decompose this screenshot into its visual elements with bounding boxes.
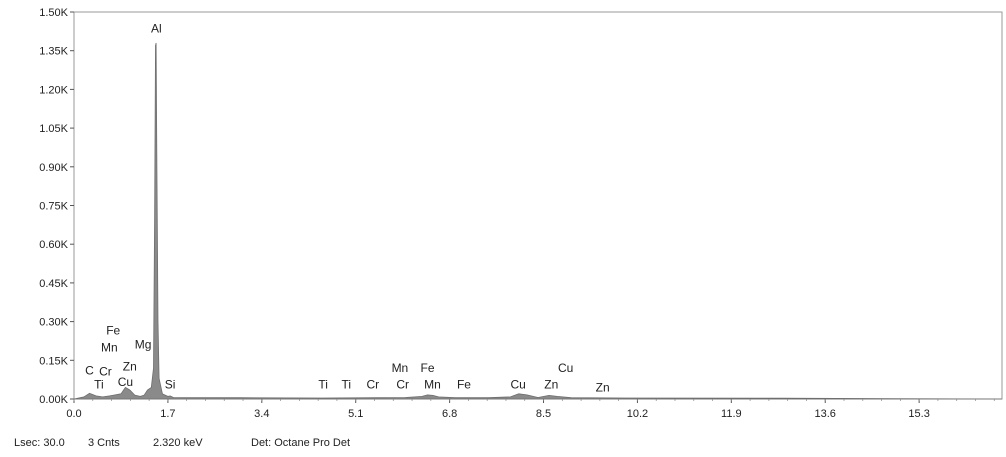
x-tick-label: 1.7 <box>160 408 175 420</box>
peak-label-cu: Cu <box>118 375 133 389</box>
peak-label-fe: Fe <box>106 324 120 338</box>
energy-readout: 2.320 keV <box>153 437 251 453</box>
peak-label-cr: Cr <box>396 378 409 392</box>
peak-label-cr: Cr <box>99 364 112 378</box>
peak-label-zn: Zn <box>596 380 610 394</box>
peak-label-al: Al <box>151 22 162 36</box>
x-tick-label: 13.6 <box>815 408 836 420</box>
y-tick-label: 0.90K <box>39 162 68 174</box>
y-tick-label: 0.30K <box>39 317 68 329</box>
y-tick-label: 0.75K <box>39 201 68 213</box>
peak-label-cr: Cr <box>367 378 380 392</box>
peak-label-cu: Cu <box>510 378 525 392</box>
peak-label-zn: Zn <box>123 360 137 374</box>
live-seconds-readout: Lsec: 30.0 <box>14 437 88 453</box>
peak-label-mn: Mn <box>424 378 441 392</box>
peak-label-mg: Mg <box>135 338 152 352</box>
peak-label-ti: Ti <box>94 378 104 392</box>
x-tick-label: 3.4 <box>254 408 269 420</box>
peak-label-fe: Fe <box>457 378 471 392</box>
y-tick-label: 0.15K <box>39 355 68 367</box>
y-tick-label: 1.05K <box>39 123 68 135</box>
peak-label-fe: Fe <box>421 361 435 375</box>
x-tick-label: 0.0 <box>66 408 81 420</box>
peak-label-si: Si <box>165 378 176 392</box>
x-tick-label: 8.5 <box>536 408 551 420</box>
x-tick-label: 5.1 <box>348 408 363 420</box>
y-tick-label: 1.20K <box>39 84 68 96</box>
counts-readout: 3 Cnts <box>88 437 153 453</box>
peak-label-mn: Mn <box>392 361 409 375</box>
y-tick-label: 1.35K <box>39 46 68 58</box>
peak-label-ti: Ti <box>342 378 352 392</box>
peak-label-zn: Zn <box>544 378 558 392</box>
peak-label-mn: Mn <box>101 340 118 354</box>
x-tick-label: 10.2 <box>627 408 648 420</box>
spectrum-series-0 <box>74 43 1002 399</box>
y-tick-label: 1.50K <box>39 7 68 19</box>
y-tick-label: 0.60K <box>39 239 68 251</box>
peak-label-ti: Ti <box>318 378 328 392</box>
x-tick-label: 15.3 <box>908 408 929 420</box>
detector-readout: Det: Octane Pro Det <box>251 437 350 453</box>
y-tick-label: 0.45K <box>39 278 68 290</box>
y-tick-label: 0.00K <box>39 394 68 406</box>
status-bar: Lsec: 30.0 3 Cnts 2.320 keV Det: Octane … <box>14 437 350 453</box>
x-tick-label: 11.9 <box>721 408 742 420</box>
x-tick-label: 6.8 <box>442 408 457 420</box>
plot-frame <box>74 12 1002 399</box>
spectrum-chart: 0.00K 0.15K 0.30K 0.45K 0.60K 0.75K 0.90K 1.05K… <box>0 0 1006 430</box>
peak-label-c: C <box>85 363 94 377</box>
peak-label-cu: Cu <box>558 361 573 375</box>
